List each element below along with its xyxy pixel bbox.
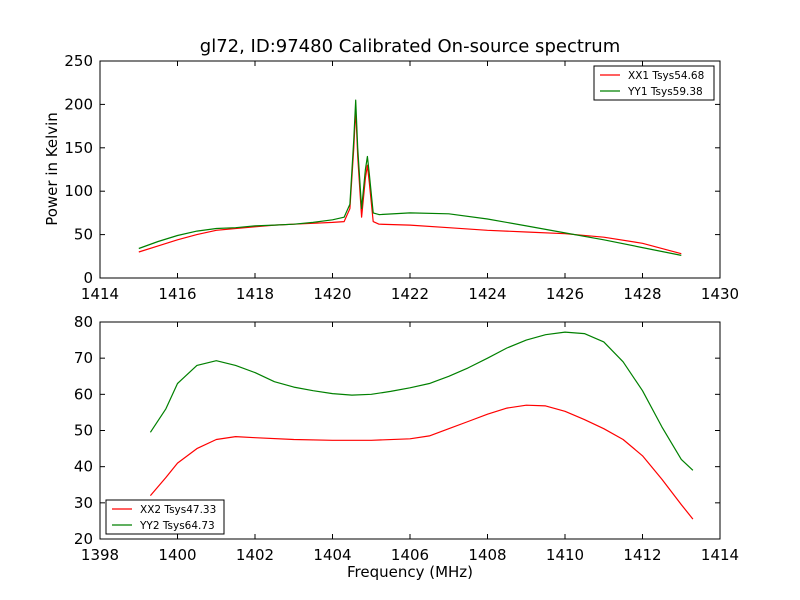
subplot-2: 1398 1400 1402 1404 1406 1408 1410 1412 1414 20 30… (74, 313, 739, 564)
y-tick-label: 0 (83, 269, 93, 287)
y-tick-label: 200 (64, 95, 93, 113)
y-axis-label: Power in Kelvin (43, 112, 61, 226)
x-axis-label: Frequency (MHz) (347, 563, 473, 581)
x-tick-label: 1414 (701, 546, 739, 564)
y-tick-label: 70 (74, 349, 93, 367)
legend-label: XX1 Tsys54.68 (628, 70, 704, 82)
subplot-1: 1414 1416 1418 1420 1422 1424 1426 1428 1430 0 50 1… (64, 52, 739, 303)
legend-box (593, 65, 715, 101)
x-tick-label: 1422 (391, 285, 429, 303)
x-tick-label: 1404 (313, 546, 351, 564)
y-tick-label: 100 (64, 182, 93, 200)
y-tick-label: 30 (74, 494, 93, 512)
legend-label: YY1 Tsys59.38 (627, 86, 703, 98)
y-tick-label: 250 (64, 52, 93, 70)
x-tick-label: 1418 (236, 285, 274, 303)
series-line-1-1 (138, 108, 682, 255)
y-tick-label: 150 (64, 139, 93, 157)
x-tick-label: 1430 (701, 285, 739, 303)
x-tick-label: 1408 (468, 546, 506, 564)
y-tick-label: 20 (74, 530, 93, 548)
x-tick-label: 1406 (391, 546, 429, 564)
y-tick-label: 60 (74, 385, 93, 403)
legend-box (105, 499, 225, 535)
legend: XX1 Tsys54.68 YY1 Tsys59.38 (593, 65, 715, 101)
x-tick-label: 1410 (546, 546, 584, 564)
series-line-2-1 (149, 404, 694, 520)
x-tick-label: 1402 (236, 546, 274, 564)
x-tick-label: 1398 (81, 546, 119, 564)
legend-label: XX2 Tsys47.33 (140, 504, 216, 516)
x-tick-label: 1416 (158, 285, 196, 303)
series-line-2-2 (149, 331, 694, 471)
legend-label: YY2 Tsys64.73 (139, 520, 215, 532)
series-line-1-2 (138, 99, 682, 256)
x-tick-label: 1424 (468, 285, 506, 303)
x-tick-label: 1414 (81, 285, 119, 303)
x-tick-label: 1400 (158, 546, 196, 564)
x-tick-label: 1426 (546, 285, 584, 303)
x-tick-label: 1420 (313, 285, 351, 303)
legend: XX2 Tsys47.33 YY2 Tsys64.73 (105, 499, 225, 535)
y-tick-label: 50 (74, 226, 93, 244)
x-tick-label: 1412 (623, 546, 661, 564)
y-tick-label: 40 (74, 458, 93, 476)
y-tick-label: 50 (74, 422, 93, 440)
y-tick-label: 80 (74, 313, 93, 331)
x-tick-label: 1428 (623, 285, 661, 303)
chart-title: gl72, ID:97480 Calibrated On-source spec… (200, 36, 620, 57)
